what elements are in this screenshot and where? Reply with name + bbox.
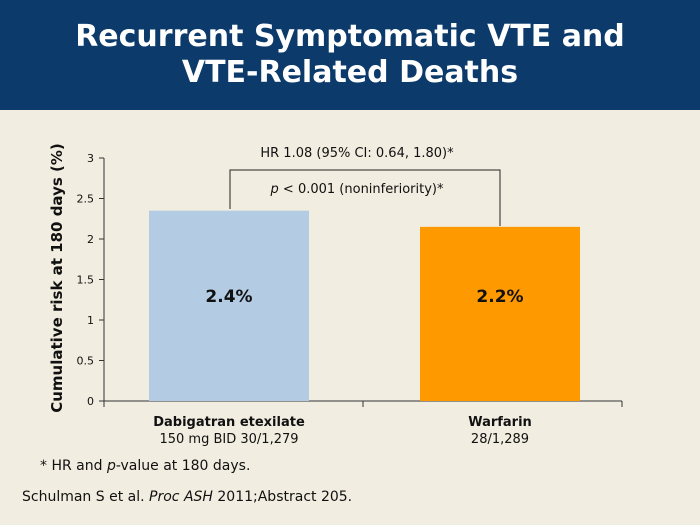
comparison-bracket (229, 169, 501, 226)
p-symbol: p (270, 182, 279, 197)
category-sublabel: 28/1,289 (471, 432, 529, 447)
y-tick-label: 2 (87, 233, 94, 246)
y-tick-label: 1.5 (77, 274, 95, 287)
footnote-p: p (106, 458, 116, 474)
bar-1 (149, 210, 309, 401)
bar-data-label: 2.2% (476, 287, 523, 307)
footnote: * HR and p-value at 180 days. (40, 458, 250, 474)
page-title-line-2: VTE-Related Deaths (181, 55, 519, 90)
footnote-star: * (40, 458, 47, 474)
y-tick-label: 2.5 (77, 193, 95, 206)
p-value-rest: < 0.001 (noninferiority)* (279, 182, 444, 197)
category-label: Dabigatran etexilate (153, 415, 305, 430)
y-tick-label: 3 (87, 152, 94, 165)
y-tick-label: 1 (87, 314, 94, 327)
y-tick-label: 0.5 (77, 355, 95, 368)
y-tick-label: 0 (87, 395, 94, 408)
footnote-text-b: -value at 180 days. (115, 458, 251, 474)
bar-2 (420, 226, 580, 401)
page-title-line-1: Recurrent Symptomatic VTE and (75, 19, 625, 54)
citation-rest: 2011;Abstract 205. (212, 489, 353, 505)
p-value-text: p < 0.001 (noninferiority)* (270, 182, 444, 197)
y-axis-label: Cumulative risk at 180 days (%) (48, 143, 66, 413)
footnote-text-a: HR and (51, 458, 107, 474)
citation: Schulman S et al. Proc ASH 2011;Abstract… (22, 489, 352, 505)
citation-journal: Proc ASH (149, 489, 213, 505)
bar-data-label: 2.4% (205, 287, 252, 307)
title-banner: Recurrent Symptomatic VTE and VTE-Relate… (0, 0, 700, 110)
category-sublabel: 150 mg BID 30/1,279 (159, 432, 298, 447)
citation-authors: Schulman S et al. (22, 489, 150, 505)
bar-chart: Cumulative risk at 180 days (%) 0 0.5 1 1.5… (48, 143, 623, 447)
category-label: Warfarin (468, 415, 532, 430)
hazard-ratio-text: HR 1.08 (95% CI: 0.64, 1.80)* (260, 146, 454, 161)
